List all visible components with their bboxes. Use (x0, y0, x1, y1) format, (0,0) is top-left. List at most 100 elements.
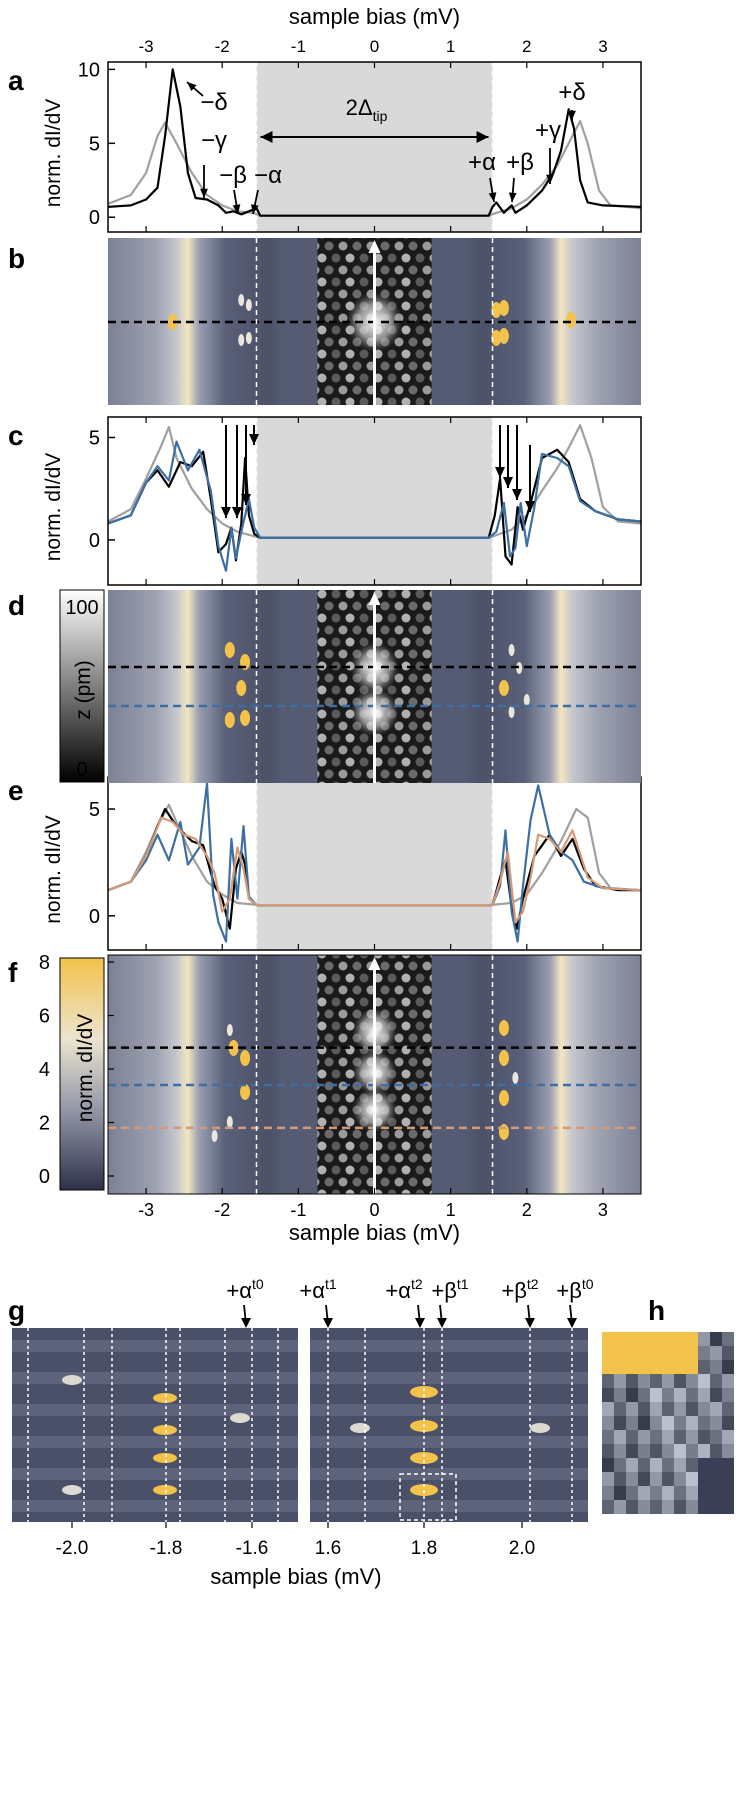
bright-spot (224, 642, 235, 658)
h-pixel (602, 1388, 614, 1402)
h-pixel (698, 1346, 710, 1360)
bright-spot (498, 1124, 509, 1140)
annotation-arrowhead (232, 507, 242, 518)
h-pixel (626, 1430, 638, 1444)
h-pixel (698, 1430, 710, 1444)
dim-spot (226, 1116, 233, 1128)
h-pixel (650, 1388, 662, 1402)
annotation-arrowhead (249, 434, 259, 445)
colorbar-z (59, 589, 105, 783)
zoom-peak-label-sup: t1 (457, 1276, 469, 1292)
h-pixel (614, 1416, 626, 1430)
h-pixel (686, 1346, 698, 1360)
y-tick-label: 10 (78, 59, 100, 81)
zoom-peak-label: +βt2 (501, 1276, 538, 1303)
colorbar-didv-label: norm. dI/dV (74, 1014, 97, 1123)
h-pixel (662, 1346, 674, 1360)
h-pixel (710, 1402, 722, 1416)
h-pixel (722, 1500, 734, 1514)
label-minus-gamma: −γ (201, 127, 227, 154)
h-pixel (626, 1346, 638, 1360)
h-pixel (638, 1472, 650, 1486)
h-pixel (602, 1430, 614, 1444)
series-line-orange (107, 816, 642, 924)
annotation-arrowhead (415, 1318, 425, 1328)
bottom-tick-label: -3 (138, 1200, 154, 1220)
y-axis-label: norm. dI/dV (42, 815, 65, 924)
h-pixel (638, 1430, 650, 1444)
dim-spot (508, 644, 515, 656)
h-pixel (650, 1444, 662, 1458)
h-pixel (614, 1472, 626, 1486)
h-pixel (722, 1374, 734, 1388)
h-pixel (698, 1416, 710, 1430)
h-pixel (602, 1374, 614, 1388)
dim-spot (512, 1072, 519, 1084)
y-tick-label: 0 (89, 530, 100, 552)
bottom-tick-label: 3 (598, 1200, 608, 1220)
h-pixel (710, 1374, 722, 1388)
h-pixel (662, 1472, 674, 1486)
h-pixel (710, 1416, 722, 1430)
panel-a-annotations: 2Δtip−δ−γ−β −α +α +β+γ+δ (186, 79, 586, 215)
highlight-box (399, 1473, 457, 1521)
h-pixel (602, 1416, 614, 1430)
y-tick-label: 5 (89, 799, 100, 821)
annotation-arrowhead (525, 501, 535, 512)
h-pixel (626, 1486, 638, 1500)
h-pixel (626, 1374, 638, 1388)
h-pixel (698, 1486, 710, 1500)
annotation-arrowhead (503, 477, 513, 488)
h-pixel (674, 1346, 686, 1360)
zoom-peak-label-sup: t2 (527, 1276, 539, 1292)
bright-spot (240, 1084, 251, 1100)
h-pixel (722, 1472, 734, 1486)
top-tick-label: 2 (522, 37, 531, 56)
zoom-left-tick-label: -1.6 (236, 1538, 269, 1559)
h-pixel (686, 1332, 698, 1346)
bright-spot (240, 1050, 251, 1066)
annotation-arrowhead (568, 110, 576, 120)
zoom-axis-label: sample bias (mV) (210, 1564, 381, 1589)
dim-spot (226, 1024, 233, 1036)
panel-letter-b: b (8, 243, 25, 274)
bottom-axis-label: sample bias (mV) (289, 1220, 460, 1245)
panel-e: 0 5 norm. dI/dV (42, 776, 642, 951)
annotation-arrowhead (488, 192, 497, 202)
bright-spot (167, 314, 178, 330)
h-pixel (650, 1500, 662, 1514)
bright-spot (498, 300, 509, 316)
annotation-arrowhead (251, 204, 259, 214)
zoom-peak-label-sup: t1 (325, 1276, 337, 1292)
h-pixel (722, 1486, 734, 1500)
h-pixel (722, 1430, 734, 1444)
panel-g: -2.0 -1.8 -1.6 1.6 1.8 2.0 sample bias (mV) +αt… (12, 1276, 594, 1589)
zoom-right-tick-label: 1.6 (315, 1538, 341, 1559)
panel-h (602, 1332, 734, 1514)
bottom-tick-label: 0 (369, 1200, 379, 1220)
h-pixel (686, 1444, 698, 1458)
h-pixel (638, 1402, 650, 1416)
label-plus-alpha: +α (468, 149, 496, 176)
bright-spot (491, 330, 502, 346)
annotation-arrowhead (241, 1318, 251, 1328)
map-band (310, 1372, 588, 1384)
zoom-peak-label-sup: t0 (582, 1276, 594, 1292)
h-pixel (650, 1416, 662, 1430)
h-pixel (662, 1500, 674, 1514)
h-pixel (710, 1500, 722, 1514)
h-pixel (674, 1444, 686, 1458)
zoom-peak-label: +αt2 (385, 1276, 422, 1303)
h-pixel (674, 1416, 686, 1430)
gap-region (256, 62, 493, 232)
h-pixel (614, 1402, 626, 1416)
bright-spot (498, 328, 509, 344)
annotation-arrowhead (525, 1318, 535, 1328)
panel-letter-a: a (8, 65, 24, 96)
h-pixel (722, 1346, 734, 1360)
h-pixel (722, 1332, 734, 1346)
zoom-peak-label-sup: t2 (411, 1276, 423, 1292)
h-pixel (638, 1416, 650, 1430)
h-pixel (698, 1500, 710, 1514)
h-pixel (602, 1472, 614, 1486)
